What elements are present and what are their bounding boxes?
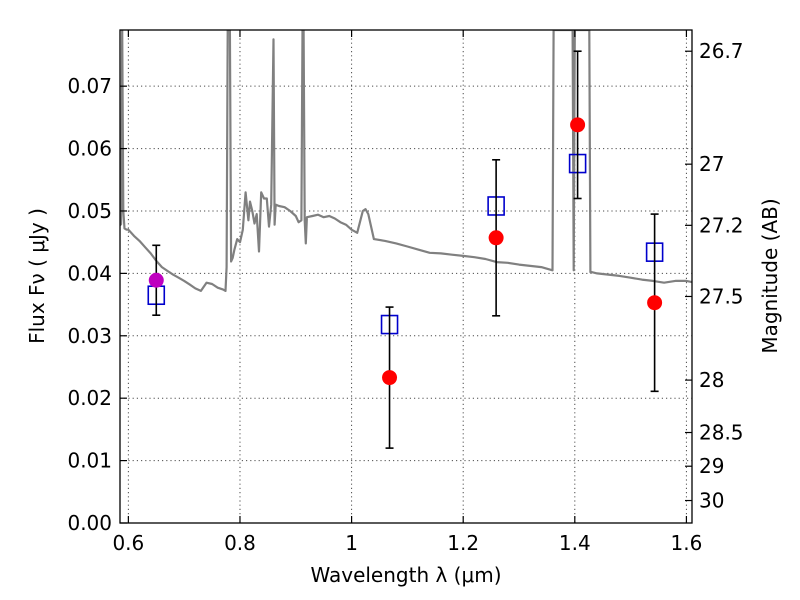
plot-background [120, 30, 692, 523]
plot-frame [119, 29, 693, 524]
observed-flux-point [148, 272, 164, 288]
y-tick-label: 0.07 [67, 74, 112, 98]
y-tick-label: 0.05 [67, 199, 112, 223]
x-axis-title: Wavelength λ (μm) [310, 563, 501, 587]
y-tick-label: 0.03 [67, 324, 112, 348]
y-tick-label: 0.04 [67, 261, 112, 285]
observed-flux-point [570, 117, 586, 133]
right-tick-label: 27.5 [699, 284, 744, 308]
tick-layer: 0.6 0.8 1 1.2 1.4 1.6 0.00 0.01 0.02 0.03 0.04 0.05… [67, 30, 744, 555]
right-tick-label: 28 [699, 368, 724, 392]
y-axis-title: Flux Fν ( μJy ) [25, 208, 49, 344]
x-tick-label: 1.4 [559, 531, 591, 555]
marker-layer [147, 50, 664, 449]
right-tick-label: 28.5 [699, 421, 744, 445]
x-tick-label: 1.6 [671, 531, 703, 555]
model-spectrum-line [120, 30, 692, 292]
data-layer [120, 30, 692, 292]
right-tick-label: 27 [699, 152, 724, 176]
right-tick-label: 29 [699, 454, 724, 478]
right-tick-label: 26.7 [699, 39, 744, 63]
y-tick-label: 0.01 [67, 449, 112, 473]
right-axis-title: Magnitude (AB) [758, 198, 782, 353]
right-tick-label: 30 [699, 489, 724, 513]
y-tick-label: 0.02 [67, 386, 112, 410]
observed-flux-point [647, 295, 663, 311]
x-tick-label: 1 [345, 531, 358, 555]
right-tick-label: 27.2 [699, 213, 744, 237]
y-tick-label: 0.00 [67, 511, 112, 535]
x-tick-label: 0.6 [112, 531, 144, 555]
observed-flux-point [382, 370, 398, 386]
y-tick-label: 0.06 [67, 137, 112, 161]
x-tick-label: 1.2 [447, 531, 479, 555]
x-tick-label: 0.8 [224, 531, 256, 555]
observed-flux-point [488, 230, 504, 246]
